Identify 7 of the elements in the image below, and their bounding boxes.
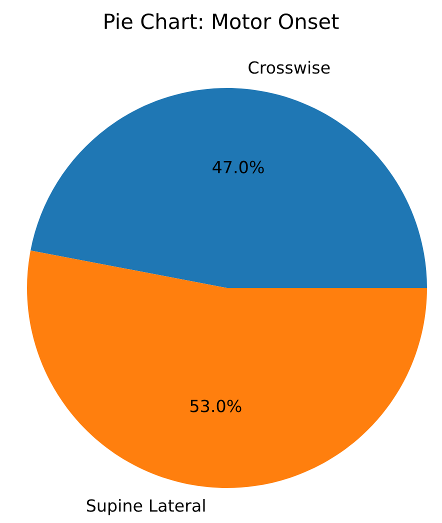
slice-label: Crosswise [248, 60, 330, 74]
slice-label: Supine Lateral [86, 498, 205, 516]
data-label: 47.0% [212, 160, 264, 174]
data-label: 53.0% [190, 400, 242, 412]
pie-slice [30, 88, 427, 288]
chart-title: Pie Chart: Motor Onset [104, 13, 339, 30]
pie-slice [27, 250, 427, 488]
